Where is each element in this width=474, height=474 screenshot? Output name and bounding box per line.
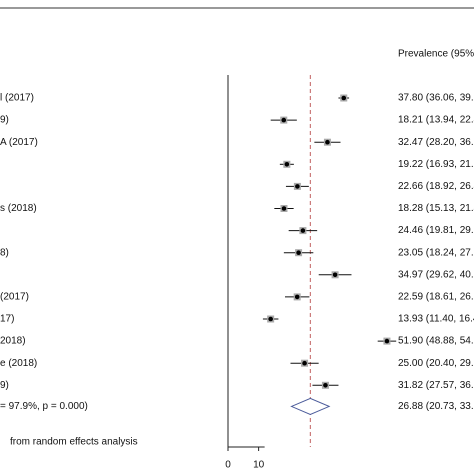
point-estimate bbox=[323, 383, 328, 388]
study-label: 9) bbox=[0, 380, 9, 391]
footnote: from random effects analysis bbox=[10, 437, 138, 448]
estimate-text: 18.21 (13.94, 22.4 bbox=[398, 115, 474, 126]
estimate-text: 19.22 (16.93, 21.5 bbox=[398, 159, 474, 170]
study-label: e (2018) bbox=[0, 358, 37, 369]
point-estimate bbox=[294, 294, 300, 300]
point-estimate bbox=[281, 117, 287, 123]
point-estimate bbox=[268, 316, 273, 322]
study-label: s (2018) bbox=[0, 203, 37, 214]
study-label: 17) bbox=[0, 314, 14, 325]
estimate-text: 22.66 (18.92, 26.4 bbox=[398, 181, 474, 192]
estimate-text: 31.82 (27.57, 36.0 bbox=[398, 380, 474, 391]
study-label: A (2017) bbox=[0, 137, 38, 148]
estimate-text: 24.46 (19.81, 29.1 bbox=[398, 225, 474, 236]
point-estimate bbox=[296, 250, 301, 255]
x-tick-label: 0 bbox=[225, 460, 231, 471]
point-estimate bbox=[332, 272, 338, 278]
overall-text: 26.88 (20.73, 33.0 bbox=[398, 401, 474, 412]
estimate-text: 13.93 (11.40, 16.4 bbox=[398, 314, 474, 325]
point-estimate bbox=[325, 139, 330, 145]
estimate-text: 18.28 (15.13, 21.4 bbox=[398, 203, 474, 214]
study-label: 2018) bbox=[0, 336, 26, 347]
study-label: l (2017) bbox=[0, 93, 34, 104]
study-label: 8) bbox=[0, 247, 9, 258]
overall-label: = 97.9%, p = 0.000) bbox=[0, 401, 88, 412]
point-estimate bbox=[295, 184, 300, 189]
column-header: Prevalence (95% C bbox=[398, 49, 474, 60]
point-estimate bbox=[302, 360, 307, 366]
estimate-text: 23.05 (18.24, 27.8 bbox=[398, 247, 474, 258]
estimate-text: 22.59 (18.61, 26.5 bbox=[398, 292, 474, 303]
study-label: 9) bbox=[0, 115, 9, 126]
study-label: (2017) bbox=[0, 292, 29, 303]
point-estimate bbox=[341, 95, 347, 101]
point-estimate bbox=[384, 338, 390, 344]
estimate-text: 51.90 (48.88, 54.9 bbox=[398, 336, 474, 347]
point-estimate bbox=[300, 228, 306, 233]
point-estimate bbox=[284, 162, 290, 167]
x-tick-label: 10 bbox=[253, 460, 265, 471]
estimate-text: 32.47 (28.20, 36.7 bbox=[398, 137, 474, 148]
estimate-text: 34.97 (29.62, 40.3 bbox=[398, 269, 474, 280]
estimate-text: 37.80 (36.06, 39.5 bbox=[398, 93, 474, 104]
point-estimate bbox=[281, 206, 287, 211]
estimate-text: 25.00 (20.40, 29.6 bbox=[398, 358, 474, 369]
overall-diamond bbox=[290, 397, 331, 415]
